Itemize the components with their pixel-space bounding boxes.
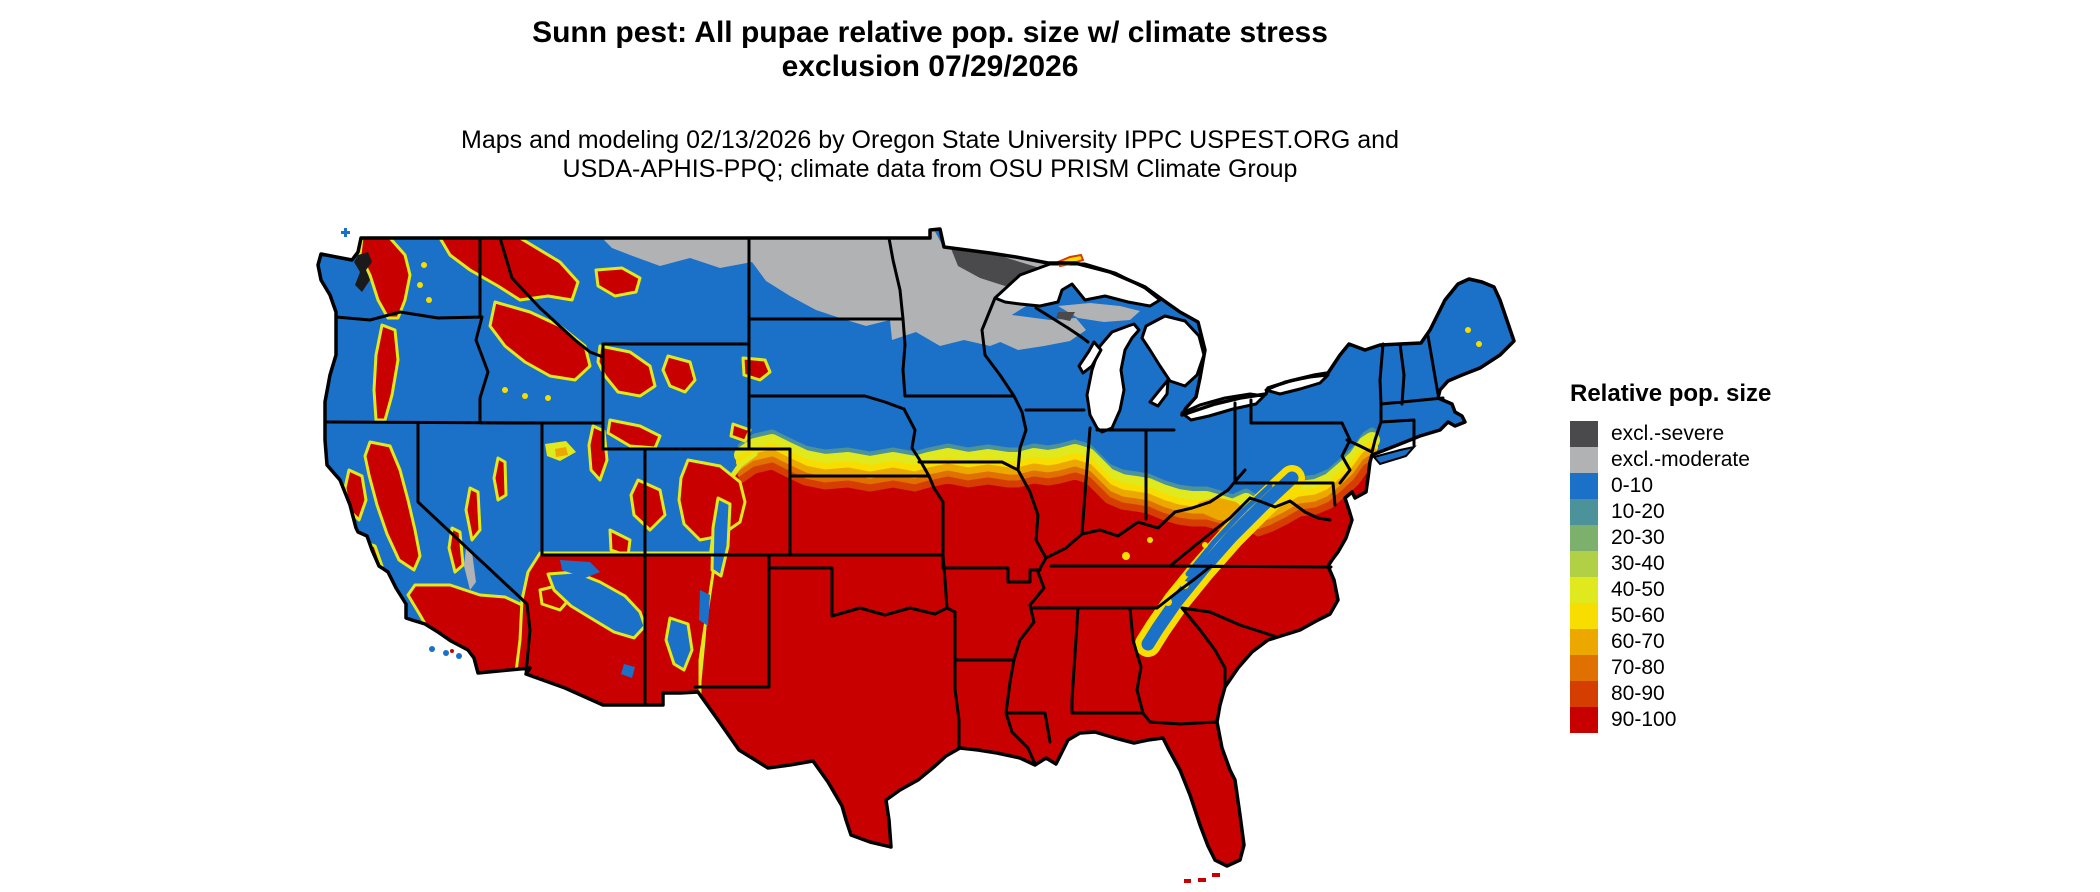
- lake-huron: [1140, 314, 1206, 388]
- legend-label: 30-40: [1611, 552, 1665, 575]
- mountain-patch-black-hills: [741, 356, 772, 382]
- legend-label: 60-70: [1611, 630, 1665, 653]
- speck-maine-1: [1465, 327, 1471, 333]
- speck-snake-plain-2: [522, 393, 528, 399]
- legend-item-30-40: 30-40: [1570, 551, 1771, 577]
- green-bay: [1077, 340, 1103, 375]
- legend-item-20-30: 20-30: [1570, 525, 1771, 551]
- legend-item-10-20: 10-20: [1570, 499, 1771, 525]
- map-subtitle: Maps and modeling 02/13/2026 by Oregon S…: [230, 126, 1630, 184]
- legend-item-90-100: 90-100: [1570, 707, 1771, 733]
- map-subtitle-line1: Maps and modeling 02/13/2026 by Oregon S…: [461, 126, 1399, 154]
- channel-island-3: [456, 653, 462, 659]
- legend-item-excl-severe: excl.-severe: [1570, 421, 1771, 447]
- speck-washington-2: [426, 297, 432, 303]
- legend-label: 70-80: [1611, 656, 1665, 679]
- highlands-arizona-mogollon: [546, 570, 647, 640]
- legend-swatch: [1570, 655, 1598, 681]
- map-title-line2: exclusion 07/29/2026: [781, 50, 1079, 83]
- speck-snake-plain-3: [545, 395, 551, 401]
- region-california-coast-range-1: [343, 468, 368, 522]
- lake-erie: [1180, 392, 1266, 422]
- highlands-newmexico-gila: [664, 616, 694, 672]
- florida-keys-2: [1198, 878, 1206, 882]
- legend-item-40-50: 40-50: [1570, 577, 1771, 603]
- exclusion-death-valley: [464, 548, 476, 590]
- salt-flats-orange: [555, 447, 568, 457]
- legend-label: 40-50: [1611, 578, 1665, 601]
- conus-outline: [316, 227, 1516, 868]
- legend-item-70-80: 70-80: [1570, 655, 1771, 681]
- saginaw-bay: [1148, 378, 1170, 408]
- exclusion-moderate-upper-michigan: [1058, 303, 1140, 322]
- legend-swatch: [1570, 629, 1598, 655]
- legend-swatch: [1570, 525, 1598, 551]
- nevada-range-streak-2: [492, 456, 508, 502]
- legend-swatch: [1570, 499, 1598, 525]
- mountain-patch-utah-se: [629, 478, 667, 532]
- legend-item-80-90: 80-90: [1570, 681, 1771, 707]
- speck-maine-2: [1476, 341, 1482, 347]
- exclusion-moderate-wisconsin: [984, 312, 1086, 350]
- mountain-patch-wyoming-se: [729, 422, 752, 443]
- speck-kentucky-3: [1202, 542, 1208, 548]
- map-marker-cross-v: [344, 228, 347, 237]
- long-island: [1372, 445, 1417, 466]
- legend-label: 50-60: [1611, 604, 1665, 627]
- legend-label: 80-90: [1611, 682, 1665, 705]
- mountain-patch-oregon-cascades: [372, 323, 400, 422]
- legend-swatch: [1570, 473, 1598, 499]
- channel-island-2: [443, 650, 449, 656]
- puget-sound-coastline: [354, 252, 372, 292]
- legend-label: 0-10: [1611, 474, 1654, 497]
- exclusion-moderate-north: [600, 229, 1052, 346]
- legend-label: 10-20: [1611, 500, 1665, 523]
- legend-swatch: [1570, 447, 1598, 473]
- map-title-line1: Sunn pest: All pupae relative pop. size …: [532, 16, 1328, 49]
- speck-washington-1: [417, 282, 423, 288]
- florida-keys-3: [1184, 879, 1191, 883]
- speck-snake-plain-1: [502, 387, 508, 393]
- channel-island-1: [429, 646, 435, 652]
- highlands-arizona-north: [560, 560, 600, 578]
- legend-swatch: [1570, 707, 1598, 733]
- channel-island-red-speck: [450, 649, 454, 653]
- legend-swatch: [1570, 421, 1598, 447]
- mountain-patch-yellowstone: [596, 344, 657, 398]
- exclusion-severe-wisconsin-patch: [1056, 312, 1075, 321]
- map-subtitle-line2: USDA-APHIS-PPQ; climate data from OSU PR…: [562, 155, 1298, 183]
- legend-label: 20-30: [1611, 526, 1665, 549]
- speck-kentucky-1: [1122, 552, 1130, 560]
- legend-swatch: [1570, 603, 1598, 629]
- legend-label: 90-100: [1611, 708, 1677, 731]
- legend-swatch: [1570, 551, 1598, 577]
- speck-washington-3: [421, 262, 427, 268]
- highlands-sky-island: [621, 664, 635, 678]
- legend-swatch: [1570, 681, 1598, 707]
- speck-kentucky-2: [1147, 537, 1153, 543]
- mountain-patch-central-idaho: [488, 300, 592, 382]
- legend-item-50-60: 50-60: [1570, 603, 1771, 629]
- legend-swatch: [1570, 577, 1598, 603]
- legend-label: excl.-moderate: [1611, 448, 1750, 471]
- highlands-newmexico-strip: [699, 590, 710, 626]
- state-borders: [323, 236, 1445, 766]
- mountain-patch-montana-central: [594, 266, 642, 298]
- legend-item-excl-moderate: excl.-moderate: [1570, 447, 1771, 473]
- region-california-central-valley: [363, 440, 422, 572]
- mountain-patch-bighorn: [661, 354, 697, 394]
- map-title: Sunn pest: All pupae relative pop. size …: [230, 16, 1630, 84]
- legend-item-60-70: 60-70: [1570, 629, 1771, 655]
- florida-keys-1: [1212, 873, 1220, 877]
- nevada-range-streak-1: [464, 486, 482, 542]
- appalachian-blue-ridge: [1141, 471, 1299, 651]
- map-legend: Relative pop. size excl.-severe excl.-mo…: [1570, 380, 1771, 733]
- legend-title: Relative pop. size: [1570, 380, 1772, 407]
- legend-label: excl.-severe: [1611, 422, 1725, 445]
- legend-item-0-10: 0-10: [1570, 473, 1771, 499]
